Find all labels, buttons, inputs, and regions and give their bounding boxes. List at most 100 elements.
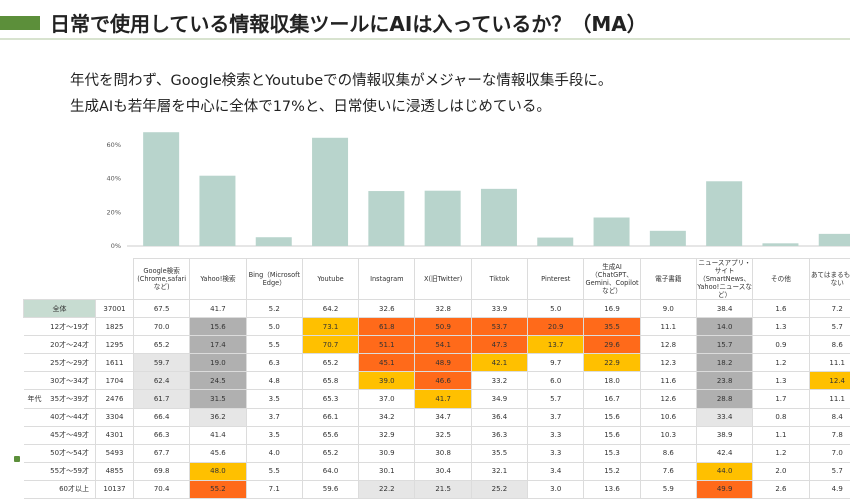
table-cell: 16.9 [584,300,640,318]
header-blank [24,259,96,300]
table-cell: 41.4 [190,426,246,444]
table-cell: 36.2 [190,408,246,426]
table-cell: 15.6 [584,426,640,444]
age-label: 35才～39才 [50,395,89,403]
table-cell: 37.0 [359,390,415,408]
table-cell: 5.2 [246,300,302,318]
table-cell: 3.7 [246,408,302,426]
sample-size: 4301 [96,426,134,444]
table-cell: 6.0 [528,372,584,390]
table-cell: 17.4 [190,336,246,354]
table-cell: 38.9 [696,426,752,444]
row-label: 30才～34才 [24,372,96,390]
table-cell: 30.8 [415,444,471,462]
age-label: 25才～29才 [50,359,89,367]
table-cell: 53.7 [471,318,527,336]
table-cell: 32.6 [359,300,415,318]
bar [706,181,742,246]
table-cell: 5.0 [528,300,584,318]
table-cell: 1.2 [753,444,809,462]
table-cell: 1.7 [753,390,809,408]
table-cell: 45.6 [190,444,246,462]
table-cell: 1.3 [753,372,809,390]
page-title: 日常で使用している情報収集ツールにAIは入っているか？（MA） [50,8,647,37]
sample-size: 1704 [96,372,134,390]
subtitle-line-2: 生成AIも若年層を中心に全体で17%と、日常使いに浸透しはじめている。 [70,94,612,120]
table-cell: 3.7 [528,408,584,426]
bar [312,138,348,246]
table-cell: 5.7 [528,390,584,408]
column-header: あてはまるものはない [809,259,850,300]
table-cell: 3.5 [246,390,302,408]
column-header: Youtube [302,259,358,300]
table-cell: 7.2 [809,300,850,318]
table-cell: 48.9 [415,354,471,372]
row-label: 25才～29才 [24,354,96,372]
bar [143,132,179,246]
age-label: 60才以上 [59,485,89,493]
y-tick-label: 40% [107,175,121,183]
table-cell: 1.1 [753,426,809,444]
subtitle: 年代を問わず、Google検索とYoutubeでの情報収集がメジャーな情報収集手… [70,68,612,120]
bar [594,218,630,246]
age-label: 20才～24才 [50,341,89,349]
column-header: Yahoo!検索 [190,259,246,300]
title-rule [0,38,850,40]
table-cell: 20.9 [528,318,584,336]
table-cell: 23.8 [696,372,752,390]
table-cell: 66.3 [134,426,190,444]
bar [368,191,404,246]
table-cell: 33.4 [696,408,752,426]
table-cell: 67.5 [134,300,190,318]
age-label: 55才～59才 [50,467,89,475]
table-cell: 67.7 [134,444,190,462]
sample-size: 3304 [96,408,134,426]
row-label: 60才以上 [24,480,96,498]
table-cell: 41.7 [415,390,471,408]
table-cell: 4.8 [246,372,302,390]
column-header: Tiktok [471,259,527,300]
sample-size: 1825 [96,318,134,336]
table-cell: 11.6 [640,372,696,390]
column-header: Bing（Microsoft Edge） [246,259,302,300]
sample-size: 2476 [96,390,134,408]
table-cell: 45.1 [359,354,415,372]
header-blank [96,259,134,300]
bar [256,237,292,246]
table-cell: 5.0 [246,318,302,336]
table-cell: 11.1 [809,354,850,372]
column-header: ニュースアプリ・サイト（SmartNews、Yahoo!ニュースなど） [696,259,752,300]
table-cell: 65.2 [134,336,190,354]
bar [425,191,461,246]
table-cell: 3.0 [528,480,584,498]
row-label: 35才～39才年代 [24,390,96,408]
table-cell: 3.3 [528,444,584,462]
bar [650,231,686,246]
table-cell: 19.0 [190,354,246,372]
table-cell: 22.9 [584,354,640,372]
table-cell: 9.7 [528,354,584,372]
row-label: 20才～24才 [24,336,96,354]
table-cell: 28.8 [696,390,752,408]
table-cell: 11.1 [809,390,850,408]
table-cell: 10.3 [640,426,696,444]
table-cell: 70.7 [302,336,358,354]
y-tick-label: 20% [107,208,121,216]
table-cell: 35.5 [584,318,640,336]
table-cell: 15.7 [696,336,752,354]
table-cell: 59.7 [134,354,190,372]
table-cell: 70.0 [134,318,190,336]
row-label: 全体 [24,300,96,318]
column-header: Google検索(Chrome,safariなど) [134,259,190,300]
table-cell: 51.1 [359,336,415,354]
table-cell: 35.5 [471,444,527,462]
table-cell: 34.2 [359,408,415,426]
age-label: 12才～19才 [50,323,89,331]
table-cell: 8.4 [809,408,850,426]
sample-size: 10137 [96,480,134,498]
table-cell: 14.0 [696,318,752,336]
title-accent-bar [0,16,40,30]
